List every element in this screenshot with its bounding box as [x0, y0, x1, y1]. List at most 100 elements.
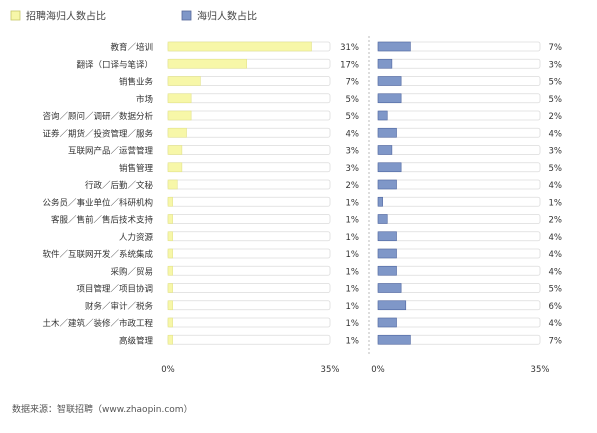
bar: [377, 58, 393, 69]
data-label: 4%: [549, 233, 563, 243]
category-label: 市场: [136, 94, 153, 105]
bar: [377, 334, 411, 345]
bar: [377, 196, 383, 207]
legend-swatch: [181, 10, 192, 21]
legend-label: 海归人数占比: [197, 10, 257, 23]
bar: [377, 248, 397, 259]
bar-track: [167, 248, 331, 259]
bar: [167, 214, 173, 224]
data-label: 5%: [549, 164, 563, 174]
data-label: 1%: [346, 198, 360, 208]
bar-track: [377, 214, 541, 224]
bar-track: [167, 265, 331, 276]
data-label: 7%: [346, 78, 360, 88]
bar: [167, 231, 173, 242]
tick-label: 0%: [161, 365, 175, 375]
data-label: 5%: [549, 95, 563, 105]
bar: [377, 127, 397, 138]
data-label: 2%: [549, 112, 563, 122]
category-label: 咨询／顾问／调研／数据分析: [42, 111, 153, 122]
data-label: 2%: [549, 216, 563, 226]
data-label: 5%: [549, 285, 563, 295]
bar: [377, 265, 397, 276]
bar: [377, 76, 402, 86]
category-label: 行政／后勤／文秘: [85, 180, 154, 191]
data-label: 1%: [346, 319, 360, 329]
bar: [377, 317, 397, 328]
data-label: 17%: [340, 60, 359, 70]
category-label: 公务员／事业单位／科研机构: [42, 197, 153, 208]
bar-track: [167, 179, 331, 190]
source-note: 数据来源：智联招聘（www.zhaopin.com）: [12, 405, 193, 415]
data-label: 6%: [549, 302, 563, 312]
category-label: 高级管理: [119, 335, 154, 346]
bar-track: [167, 317, 331, 328]
bar-track: [167, 334, 331, 345]
data-label: 4%: [549, 181, 563, 191]
bar-track: [167, 162, 331, 173]
bar-track: [377, 162, 541, 173]
bar: [167, 317, 173, 328]
data-label: 1%: [346, 216, 360, 226]
bar: [377, 41, 411, 52]
bar-track: [377, 248, 541, 259]
bar-track: [167, 300, 331, 311]
data-label: 1%: [346, 285, 360, 295]
data-label: 4%: [549, 129, 563, 139]
category-label: 教育／培训: [110, 42, 153, 53]
data-label: 5%: [346, 95, 360, 105]
tick-label: 0%: [371, 365, 385, 375]
data-label: 3%: [549, 147, 563, 157]
legend-label: 招聘海归人数占比: [26, 10, 106, 23]
data-label: 3%: [346, 164, 360, 174]
data-label: 1%: [346, 233, 360, 243]
bar-track: [377, 317, 541, 328]
category-label: 互联网产品／运营管理: [68, 146, 154, 157]
data-label: 7%: [549, 43, 563, 53]
bar: [167, 334, 173, 345]
bar-track: [377, 110, 541, 121]
bar-track: [377, 93, 541, 104]
bar-track: [377, 265, 541, 276]
data-label: 4%: [549, 250, 563, 260]
bar: [377, 214, 388, 224]
data-label: 4%: [549, 319, 563, 329]
data-label: 5%: [346, 112, 360, 122]
bar: [377, 110, 388, 121]
data-label: 31%: [340, 43, 359, 53]
data-label: 1%: [549, 198, 563, 208]
bar: [167, 300, 173, 311]
bar-track: [167, 145, 331, 155]
bar-track: [167, 127, 331, 138]
bar: [167, 93, 192, 104]
bar: [377, 283, 402, 293]
bar: [167, 76, 201, 86]
bar: [167, 265, 173, 276]
category-label: 销售业务: [119, 77, 154, 88]
bar-track: [377, 58, 541, 69]
bar-track: [167, 93, 331, 104]
bar: [167, 162, 183, 173]
bar-track: [167, 283, 331, 293]
bar: [167, 41, 312, 52]
bar: [167, 110, 192, 121]
bar: [377, 145, 393, 155]
bar-track: [377, 145, 541, 155]
bar: [167, 127, 187, 138]
category-label: 客服／售前／售后技术支持: [51, 215, 154, 226]
data-label: 1%: [346, 250, 360, 260]
data-label: 1%: [346, 336, 360, 346]
bar-track: [167, 110, 331, 121]
data-label: 5%: [549, 78, 563, 88]
bar: [167, 248, 173, 259]
category-label: 财务／审计／税务: [85, 301, 154, 312]
data-label: 4%: [346, 129, 360, 139]
data-label: 3%: [346, 147, 360, 157]
data-label: 3%: [549, 60, 563, 70]
tick-label: 35%: [321, 365, 340, 375]
data-label: 4%: [549, 267, 563, 277]
bar-track: [377, 283, 541, 293]
bar: [167, 58, 247, 69]
